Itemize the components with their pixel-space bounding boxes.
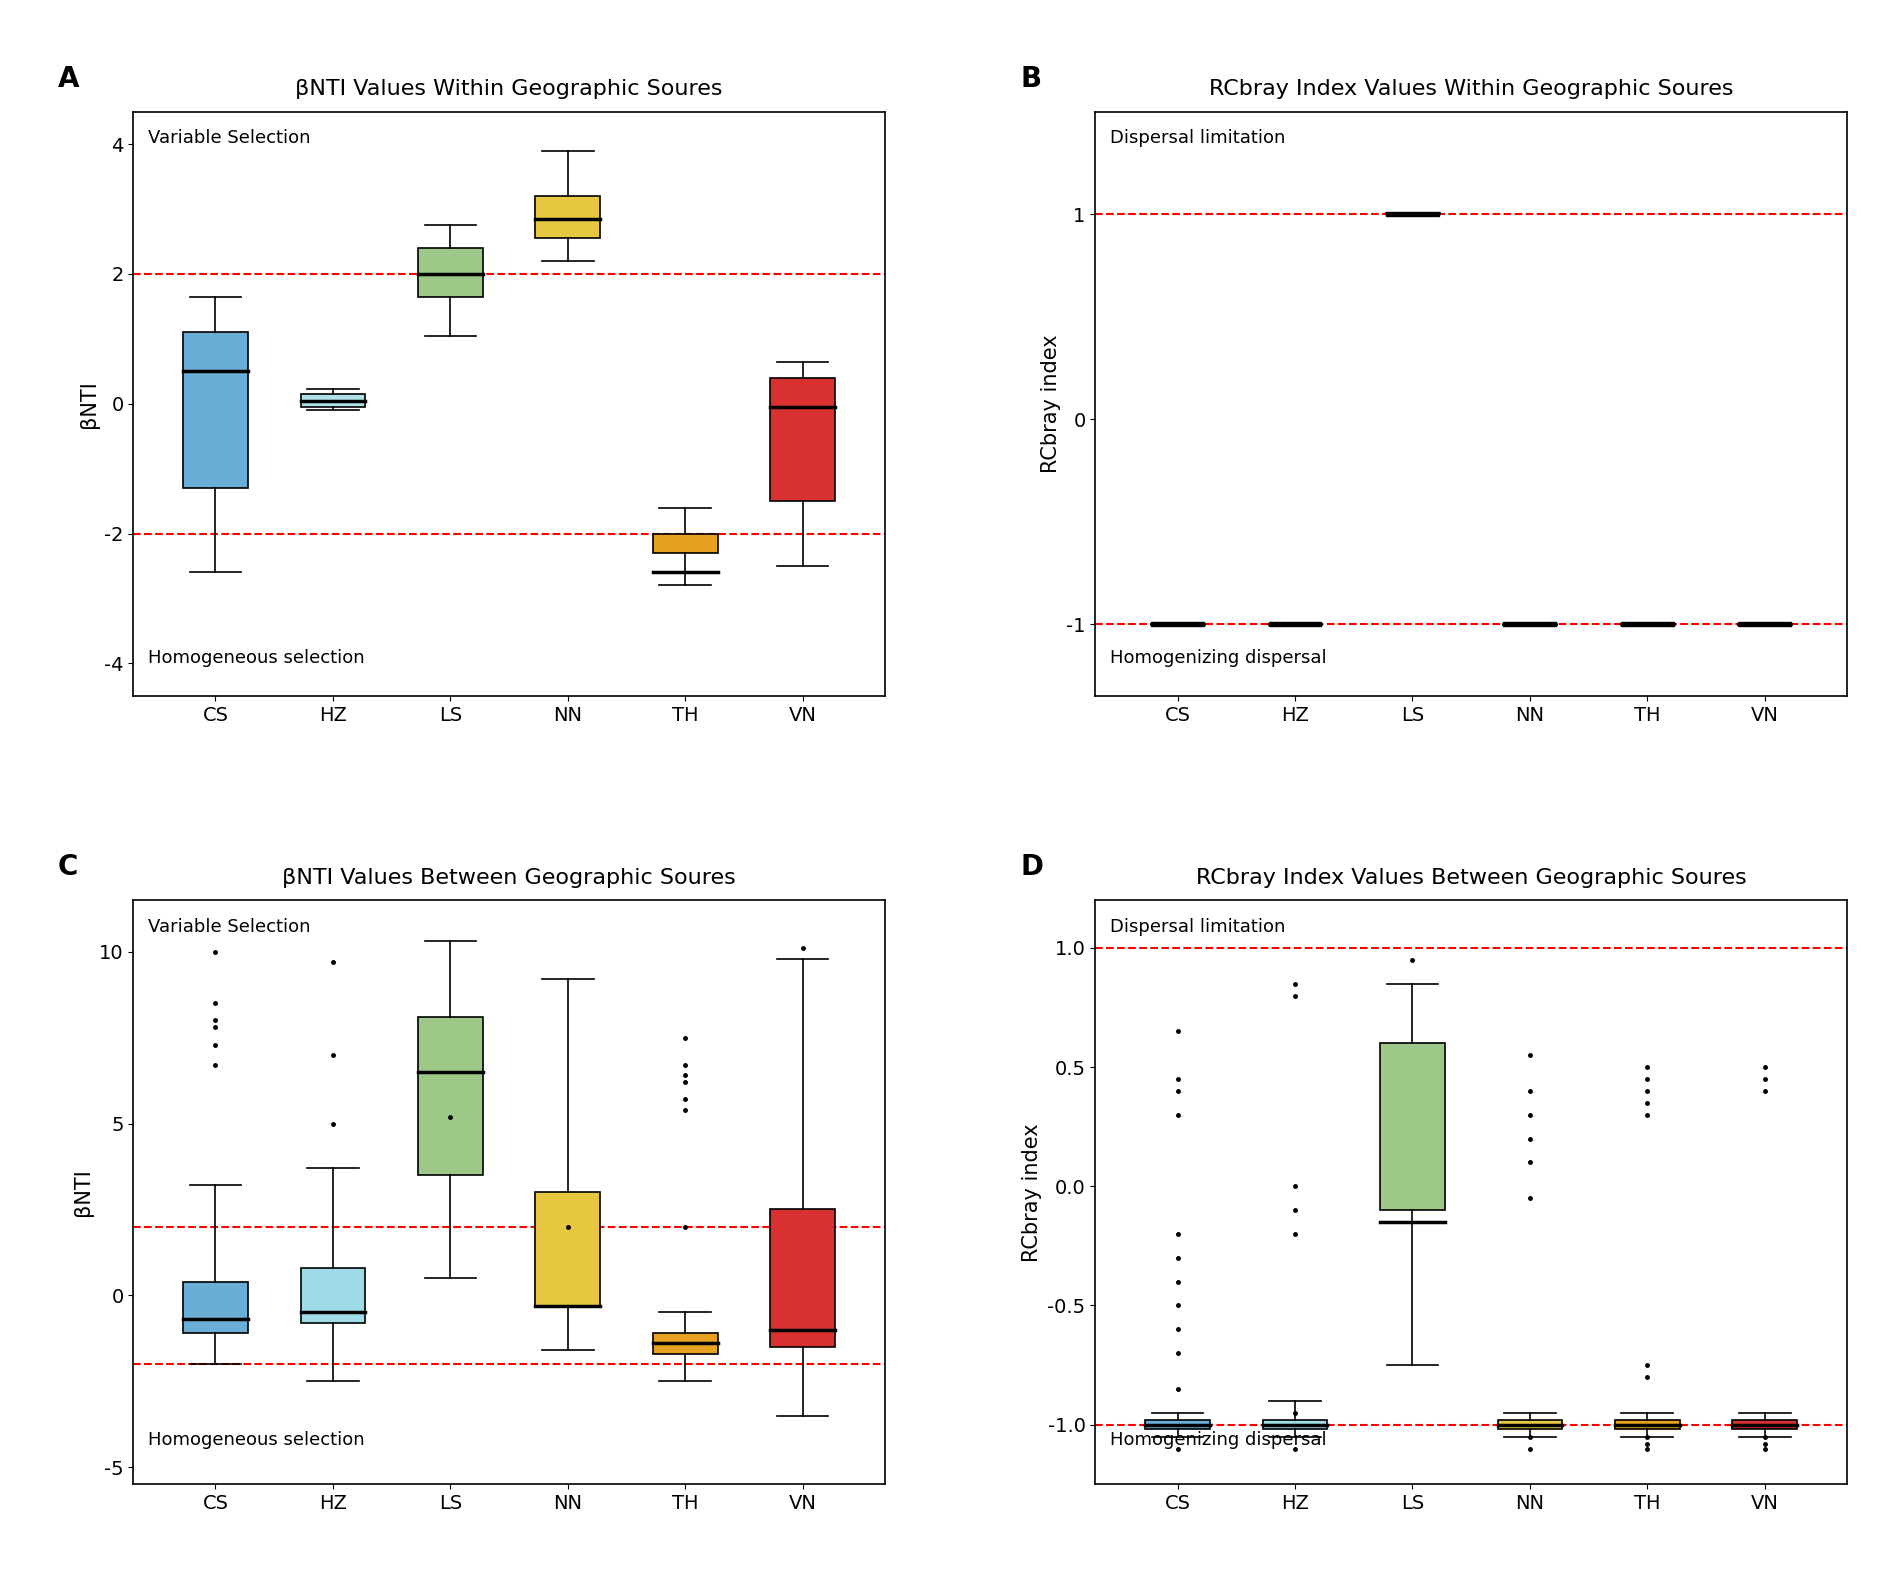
FancyBboxPatch shape bbox=[535, 1192, 600, 1306]
FancyBboxPatch shape bbox=[1144, 1420, 1209, 1430]
Text: Variable Selection: Variable Selection bbox=[149, 129, 310, 147]
Y-axis label: RCbray index: RCbray index bbox=[1040, 335, 1061, 472]
Text: Homogeneous selection: Homogeneous selection bbox=[149, 1432, 366, 1449]
FancyBboxPatch shape bbox=[301, 1267, 366, 1323]
FancyBboxPatch shape bbox=[419, 247, 482, 297]
Text: Homogeneous selection: Homogeneous selection bbox=[149, 648, 366, 667]
FancyBboxPatch shape bbox=[1380, 1044, 1445, 1210]
Y-axis label: RCbray index: RCbray index bbox=[1022, 1124, 1041, 1261]
FancyBboxPatch shape bbox=[1504, 622, 1556, 626]
Text: D: D bbox=[1021, 854, 1043, 881]
FancyBboxPatch shape bbox=[1262, 1420, 1327, 1430]
FancyBboxPatch shape bbox=[1268, 622, 1321, 626]
FancyBboxPatch shape bbox=[653, 1333, 718, 1353]
Text: Dispersal limitation: Dispersal limitation bbox=[1110, 918, 1285, 935]
FancyBboxPatch shape bbox=[535, 196, 600, 238]
FancyBboxPatch shape bbox=[771, 1210, 836, 1347]
Text: Homogenizing dispersal: Homogenizing dispersal bbox=[1110, 648, 1327, 667]
FancyBboxPatch shape bbox=[1386, 212, 1439, 215]
FancyBboxPatch shape bbox=[1152, 622, 1203, 626]
FancyBboxPatch shape bbox=[1498, 1420, 1561, 1430]
FancyBboxPatch shape bbox=[183, 332, 248, 488]
Title: βNTI Values Within Geographic Soures: βNTI Values Within Geographic Soures bbox=[295, 80, 724, 99]
Y-axis label: βNTI: βNTI bbox=[78, 380, 99, 428]
Text: C: C bbox=[59, 854, 78, 881]
Text: Dispersal limitation: Dispersal limitation bbox=[1110, 129, 1285, 147]
Text: B: B bbox=[1021, 65, 1041, 93]
FancyBboxPatch shape bbox=[301, 394, 366, 407]
Title: βNTI Values Between Geographic Soures: βNTI Values Between Geographic Soures bbox=[282, 868, 737, 887]
Text: A: A bbox=[59, 65, 80, 93]
FancyBboxPatch shape bbox=[183, 1282, 248, 1333]
Title: RCbray Index Values Between Geographic Soures: RCbray Index Values Between Geographic S… bbox=[1196, 868, 1746, 887]
FancyBboxPatch shape bbox=[771, 378, 836, 501]
FancyBboxPatch shape bbox=[653, 533, 718, 554]
FancyBboxPatch shape bbox=[1615, 1420, 1679, 1430]
Text: Variable Selection: Variable Selection bbox=[149, 918, 310, 935]
FancyBboxPatch shape bbox=[1738, 622, 1792, 626]
Text: Homogenizing dispersal: Homogenizing dispersal bbox=[1110, 1432, 1327, 1449]
FancyBboxPatch shape bbox=[1620, 622, 1674, 626]
FancyBboxPatch shape bbox=[1733, 1420, 1797, 1430]
Title: RCbray Index Values Within Geographic Soures: RCbray Index Values Within Geographic So… bbox=[1209, 80, 1733, 99]
FancyBboxPatch shape bbox=[419, 1017, 482, 1175]
Y-axis label: βNTI: βNTI bbox=[74, 1168, 93, 1216]
